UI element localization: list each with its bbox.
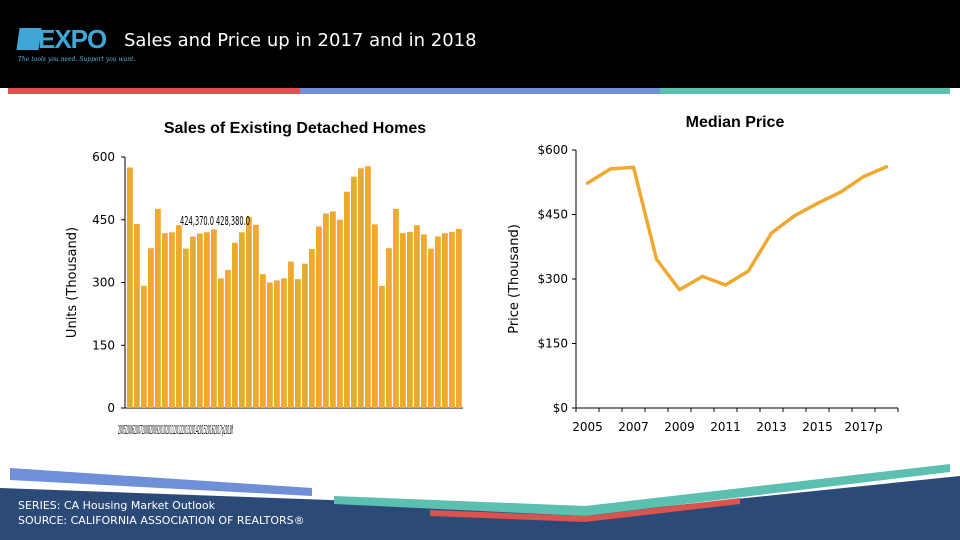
sales-bar [211,229,217,408]
sales-bar [449,231,455,408]
sales-bar [302,263,308,408]
sales-bar [414,225,420,408]
sales-bar [358,168,364,408]
sales-bar [365,166,371,408]
sales-bar [253,224,259,408]
price-y-axis-label: Price (Thousand) [507,224,522,334]
sales-bar [316,226,322,408]
sales-bar [176,225,182,408]
sales-bar [295,279,301,408]
price-x-tick-label: 2017p [844,420,882,434]
footer-band [0,464,960,540]
price-point [747,269,750,273]
sales-bar [372,224,378,408]
sales-bar [148,248,154,408]
sales-y-tick-label: 150 [92,338,115,352]
stripe-blue [300,88,660,94]
sales-bar [155,208,161,408]
price-y-tick-label: $0 [553,401,568,415]
price-y-tick-label: $150 [537,337,568,351]
sales-bar [400,233,406,408]
sales-bar [141,285,147,408]
sales-bar [197,233,203,408]
price-point [816,201,819,205]
price-point [724,283,727,287]
price-point [770,231,773,235]
stripe-red [8,88,300,94]
sales-bar [218,278,224,408]
price-chart-title: Median Price [685,114,785,131]
price-point [793,214,796,218]
sales-bar [274,280,280,408]
sales-bar [344,191,350,408]
price-series-line [585,165,889,292]
price-point [839,190,842,194]
sales-bar [190,236,196,408]
sales-bar [260,274,266,408]
sales-y-tick-label: 600 [92,150,115,164]
price-y-tick-label: $300 [537,272,568,286]
sales-bar [281,278,287,408]
sales-bar [183,248,189,408]
sales-y-tick-label: 0 [107,401,115,415]
price-x-tick-label: 2005 [572,420,603,434]
slide-title: Sales and Price up in 2017 and in 2018 [124,30,477,51]
sales-bar [386,248,392,408]
price-x-tick-label: 2011 [710,420,741,434]
stripe-teal [660,88,950,94]
footer-series: SERIES: CA Housing Market Outlook [18,499,216,512]
sales-bar [337,219,343,408]
sales-bar [428,248,434,408]
price-y-tick-label: $450 [537,208,568,222]
sales-x-tick-labels: 2005200620072008200920102011201220132014… [118,423,233,437]
sales-bar [456,228,462,408]
sales-bar [379,285,385,408]
price-point [862,175,865,179]
sales-bar [134,223,140,408]
price-point [632,165,635,169]
expo-logo: EXPO The tools you need. Support you wan… [16,24,135,68]
logo-tagline: The tools you need. Support you want. [18,56,136,63]
sales-bar [204,232,210,408]
price-point [701,274,704,278]
sales-overlapping-labels: 424,370.0 428,380.0 [180,214,250,228]
sales-y-tick-label: 300 [92,276,115,290]
sales-y-axis-label: Units (Thousand) [65,227,80,338]
logo-text: EXPO [38,24,107,54]
sales-chart-title: Sales of Existing Detached Homes [163,120,427,137]
sales-bar [407,231,413,408]
price-point [655,257,658,261]
sales-bar [127,167,133,408]
sales-bar [351,176,357,408]
header-bar: EXPO The tools you need. Support you wan… [0,0,960,88]
price-x-tick-label: 2013 [756,420,787,434]
sales-bar [169,232,175,408]
sales-bar [288,261,294,408]
sales-bar [162,233,168,408]
sales-bar [239,232,245,408]
footer-source: SOURCE: CALIFORNIA ASSOCIATION OF REALTO… [18,514,305,527]
price-point [678,288,681,292]
price-point [586,181,589,185]
sales-bar [246,216,252,408]
sales-bar [232,242,238,408]
price-x-tick-label: 2009 [664,420,695,434]
price-point [609,167,612,171]
sales-bar [309,249,315,408]
sales-bar [267,282,273,408]
price-point [885,165,888,169]
sales-bar [421,234,427,408]
sales-bar [330,211,336,408]
sales-bar [435,236,441,408]
price-x-tick-label: 2015 [802,420,833,434]
sales-y-tick-label: 450 [92,213,115,227]
sales-bar [225,269,231,408]
sales-bar [323,213,329,408]
price-y-tick-label: $600 [537,143,568,157]
sales-bar [393,208,399,408]
price-x-tick-label: 2007 [618,420,649,434]
sales-bar [442,233,448,408]
